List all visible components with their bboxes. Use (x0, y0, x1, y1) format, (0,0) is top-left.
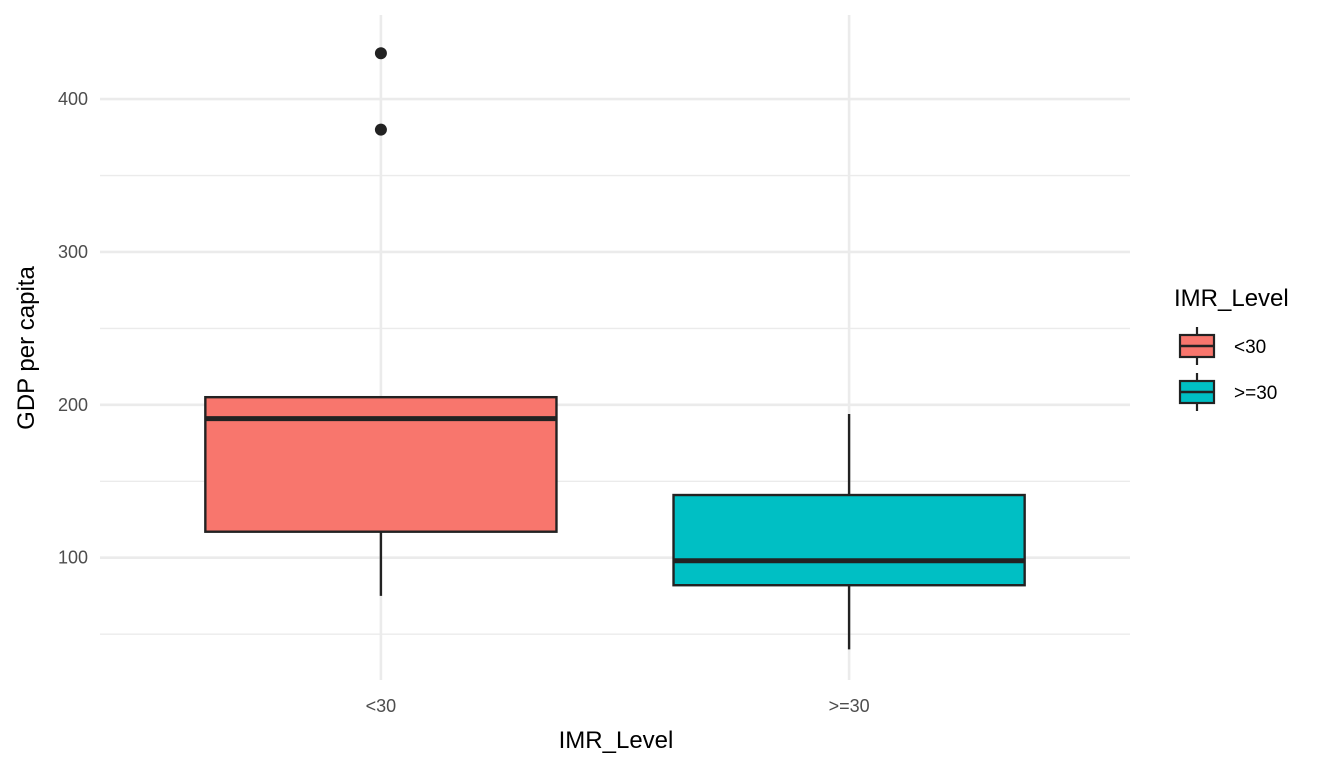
y-tick-label: 100 (58, 548, 88, 568)
y-tick-label: 300 (58, 242, 88, 262)
x-axis-ticks: <30 >=30 (366, 696, 870, 716)
legend-label: >=30 (1234, 383, 1277, 404)
legend-entry-1: <30 (1178, 327, 1266, 365)
legend-title: IMR_Level (1174, 285, 1289, 312)
legend-entries: <30 >=30 (1178, 327, 1277, 411)
outlier-point (374, 123, 387, 136)
y-axis-title: GDP per capita (13, 266, 40, 430)
legend-entry-2: >=30 (1178, 373, 1277, 411)
x-tick-label: <30 (366, 696, 397, 716)
legend: IMR_Level <30 >=30 (1174, 285, 1289, 411)
x-tick-label: >=30 (829, 696, 870, 716)
box-1 (204, 47, 558, 596)
outlier-point (374, 47, 387, 60)
y-tick-label: 400 (58, 89, 88, 109)
y-tick-label: 200 (58, 395, 88, 415)
y-axis-ticks: 100 200 300 400 (58, 89, 88, 568)
x-axis-title: IMR_Level (559, 727, 674, 754)
legend-label: <30 (1234, 337, 1266, 358)
boxes (204, 47, 1026, 650)
box-2 (672, 414, 1026, 650)
box-body (672, 493, 1026, 587)
